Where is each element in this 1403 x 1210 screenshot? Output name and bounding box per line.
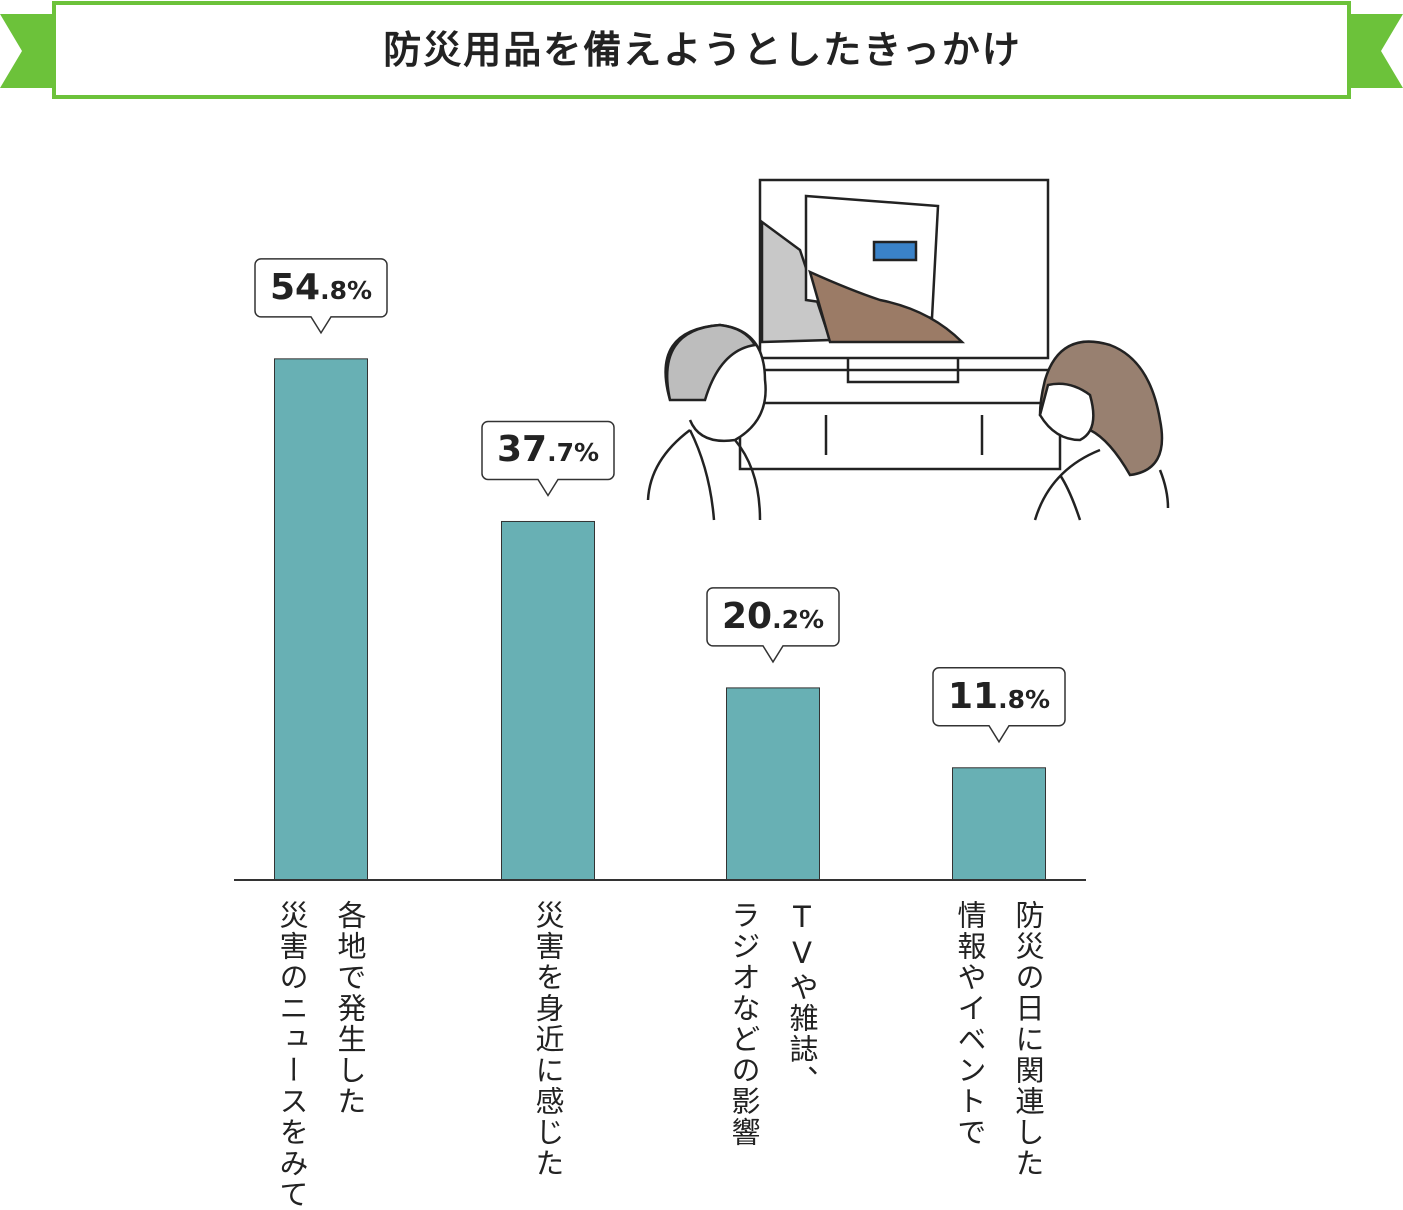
ribbon-right xyxy=(1343,14,1403,88)
x-tick-label: 防災の日に関連した 情報やイベントで xyxy=(953,900,1045,1179)
ribbon-left xyxy=(0,14,60,88)
value-label: 54.8% xyxy=(269,266,373,308)
label-callout xyxy=(481,420,615,497)
value-label: 20.2% xyxy=(721,595,825,637)
x-tick-label: 災害を身近に感じた xyxy=(531,900,565,1179)
value-label: 11.8% xyxy=(947,675,1051,717)
title-box xyxy=(52,1,1351,99)
illustration xyxy=(646,178,1170,521)
bar xyxy=(726,687,820,881)
bar xyxy=(274,358,368,881)
chart-title: 防災用品を備えようとしたきっかけ xyxy=(383,28,1022,72)
x-tick-label: 各地で発生した 災害のニュースをみて xyxy=(275,900,367,1210)
value-label: 37.7% xyxy=(496,429,600,471)
label-callout xyxy=(254,258,388,335)
label-callout xyxy=(706,587,840,664)
bar xyxy=(952,767,1046,881)
label-callout xyxy=(932,667,1066,744)
bar xyxy=(501,520,595,881)
x-tick-label: TVや雑誌、 ラジオなどの影響 xyxy=(727,900,819,1148)
